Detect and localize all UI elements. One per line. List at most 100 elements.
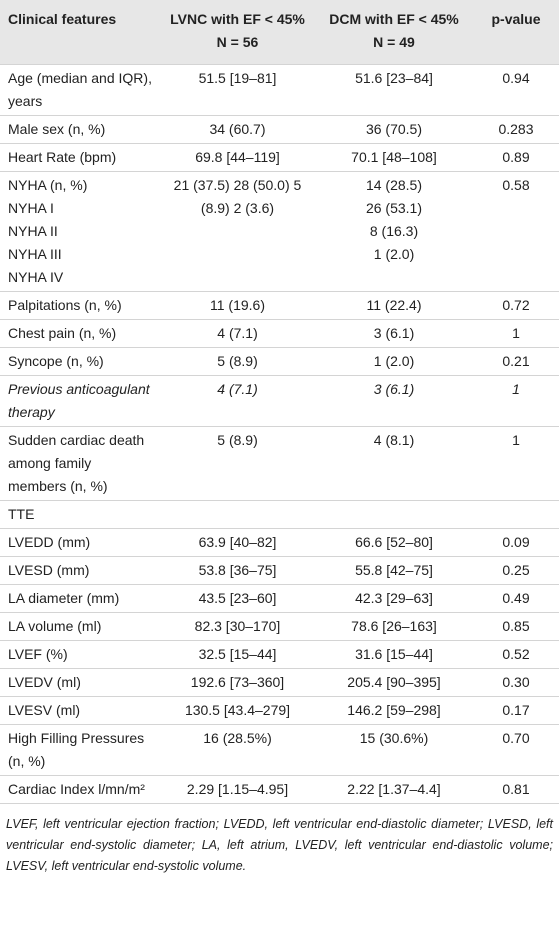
table-row: Chest pain (n, %) 4 (7.1) 3 (6.1) 1 (0, 319, 559, 348)
header-row: Clinical features LVNC with EF < 45% N = … (0, 0, 559, 65)
table-cell: 0.81 (473, 775, 559, 804)
table-cell: 1 (473, 426, 559, 501)
table-cell: 51.5 [19–81] (160, 64, 315, 116)
table-cell: 5 (8.9) (160, 347, 315, 376)
table-cell: LVEF (%) (0, 640, 160, 669)
table-cell (160, 500, 315, 529)
table-cell: 0.52 (473, 640, 559, 669)
table-cell: 0.283 (473, 115, 559, 144)
table-cell: Heart Rate (bpm) (0, 143, 160, 172)
table-cell: 2.22 [1.37–4.4] (315, 775, 473, 804)
header-cell: p-value (473, 0, 559, 65)
table-row: Age (median and IQR), years 51.5 [19–81] 5… (0, 64, 559, 116)
table-cell: 34 (60.7) (160, 115, 315, 144)
table-cell: 0.72 (473, 291, 559, 320)
table-cell: Palpitations (n, %) (0, 291, 160, 320)
table-cell: 36 (70.5) (315, 115, 473, 144)
table-cell: 4 (7.1) (160, 319, 315, 348)
table-cell: Previous anticoagulant therapy (0, 375, 160, 427)
table-cell: 42.3 [29–63] (315, 584, 473, 613)
table-cell: LA volume (ml) (0, 612, 160, 641)
table-cell: 11 (22.4) (315, 291, 473, 320)
table-cell: 82.3 [30–170] (160, 612, 315, 641)
table-cell: Age (median and IQR), years (0, 64, 160, 116)
table-cell: 0.49 (473, 584, 559, 613)
table-cell: NYHA (n, %) NYHA I NYHA II NYHA III NYHA… (0, 171, 160, 292)
data-table: Clinical features LVNC with EF < 45% N = … (0, 0, 559, 804)
table-cell: LVEDD (mm) (0, 528, 160, 557)
table-cell: 3 (6.1) (315, 375, 473, 427)
table-cell: 31.6 [15–44] (315, 640, 473, 669)
table-cell (315, 500, 473, 529)
table-cell: 53.8 [36–75] (160, 556, 315, 585)
header-cell: DCM with EF < 45% N = 49 (315, 0, 473, 65)
table-cell: 1 (2.0) (315, 347, 473, 376)
table-body: Age (median and IQR), years 51.5 [19–81] 5… (0, 64, 559, 804)
header-cell: LVNC with EF < 45% N = 56 (160, 0, 315, 65)
table-cell: 0.17 (473, 696, 559, 725)
table-cell: 0.21 (473, 347, 559, 376)
table-row: TTE (0, 500, 559, 529)
table-cell: 2.29 [1.15–4.95] (160, 775, 315, 804)
table-cell: 69.8 [44–119] (160, 143, 315, 172)
header-cell: Clinical features (0, 0, 160, 65)
table-row: LVESV (ml) 130.5 [43.4–279] 146.2 [59–298]… (0, 696, 559, 725)
table-cell: 43.5 [23–60] (160, 584, 315, 613)
table-row: Previous anticoagulant therapy 4 (7.1) 3 (… (0, 375, 559, 427)
table-cell: 0.25 (473, 556, 559, 585)
table-row: LVEDD (mm) 63.9 [40–82] 66.6 [52–80] 0.09 (0, 528, 559, 557)
table-cell: 11 (19.6) (160, 291, 315, 320)
table-cell: 3 (6.1) (315, 319, 473, 348)
table-cell: 63.9 [40–82] (160, 528, 315, 557)
table-cell: 1 (473, 375, 559, 427)
table-row: LA diameter (mm) 43.5 [23–60] 42.3 [29–63]… (0, 584, 559, 613)
table-row: LA volume (ml) 82.3 [30–170] 78.6 [26–163]… (0, 612, 559, 641)
table-row: NYHA (n, %) NYHA I NYHA II NYHA III NYHA… (0, 171, 559, 292)
table-cell: 15 (30.6%) (315, 724, 473, 776)
table-cell: 32.5 [15–44] (160, 640, 315, 669)
table-cell: 205.4 [90–395] (315, 668, 473, 697)
table-cell: High Filling Pressures (n, %) (0, 724, 160, 776)
table-row: Heart Rate (bpm) 69.8 [44–119] 70.1 [48–10… (0, 143, 559, 172)
table-row: Syncope (n, %) 5 (8.9) 1 (2.0) 0.21 (0, 347, 559, 376)
table-cell: Syncope (n, %) (0, 347, 160, 376)
table-cell: 4 (8.1) (315, 426, 473, 501)
table-row: LVEDV (ml) 192.6 [73–360] 205.4 [90–395] 0.… (0, 668, 559, 697)
table-cell: LVEDV (ml) (0, 668, 160, 697)
table-cell: 0.70 (473, 724, 559, 776)
table-cell: 78.6 [26–163] (315, 612, 473, 641)
table-cell: 66.6 [52–80] (315, 528, 473, 557)
table-cell: 16 (28.5%) (160, 724, 315, 776)
table-row: Sudden cardiac death among family member… (0, 426, 559, 501)
footnote: LVEF, left ventricular ejection fraction… (6, 817, 553, 873)
table-cell: Chest pain (n, %) (0, 319, 160, 348)
table-cell: 51.6 [23–84] (315, 64, 473, 116)
table-cell: 146.2 [59–298] (315, 696, 473, 725)
table-row: LVESD (mm) 53.8 [36–75] 55.8 [42–75] 0.25 (0, 556, 559, 585)
table-cell: 5 (8.9) (160, 426, 315, 501)
table-cell: 4 (7.1) (160, 375, 315, 427)
table-row: High Filling Pressures (n, %) 16 (28.5%) 1… (0, 724, 559, 776)
table-cell: 0.89 (473, 143, 559, 172)
table-cell: 1 (473, 319, 559, 348)
table-cell: 21 (37.5) 28 (50.0) 5 (8.9) 2 (3.6) (160, 171, 315, 292)
table-cell: 0.30 (473, 668, 559, 697)
table-row: Male sex (n, %) 34 (60.7) 36 (70.5) 0.283 (0, 115, 559, 144)
table-cell: LVESV (ml) (0, 696, 160, 725)
table-cell (473, 500, 559, 529)
table-cell: 55.8 [42–75] (315, 556, 473, 585)
table-cell: 130.5 [43.4–279] (160, 696, 315, 725)
table-cell: TTE (0, 500, 160, 529)
table-row: Palpitations (n, %) 11 (19.6) 11 (22.4) 0.7… (0, 291, 559, 320)
table-cell: Male sex (n, %) (0, 115, 160, 144)
table-cell: 14 (28.5) 26 (53.1) 8 (16.3) 1 (2.0) (315, 171, 473, 292)
table-row: Cardiac Index l/mn/m² 2.29 [1.15–4.95] 2.2… (0, 775, 559, 804)
table-cell: Sudden cardiac death among family member… (0, 426, 160, 501)
table-cell: LVESD (mm) (0, 556, 160, 585)
table-cell: 0.58 (473, 171, 559, 292)
table-cell: LA diameter (mm) (0, 584, 160, 613)
table-cell: 0.94 (473, 64, 559, 116)
table-row: LVEF (%) 32.5 [15–44] 31.6 [15–44] 0.52 (0, 640, 559, 669)
table-cell: Cardiac Index l/mn/m² (0, 775, 160, 804)
